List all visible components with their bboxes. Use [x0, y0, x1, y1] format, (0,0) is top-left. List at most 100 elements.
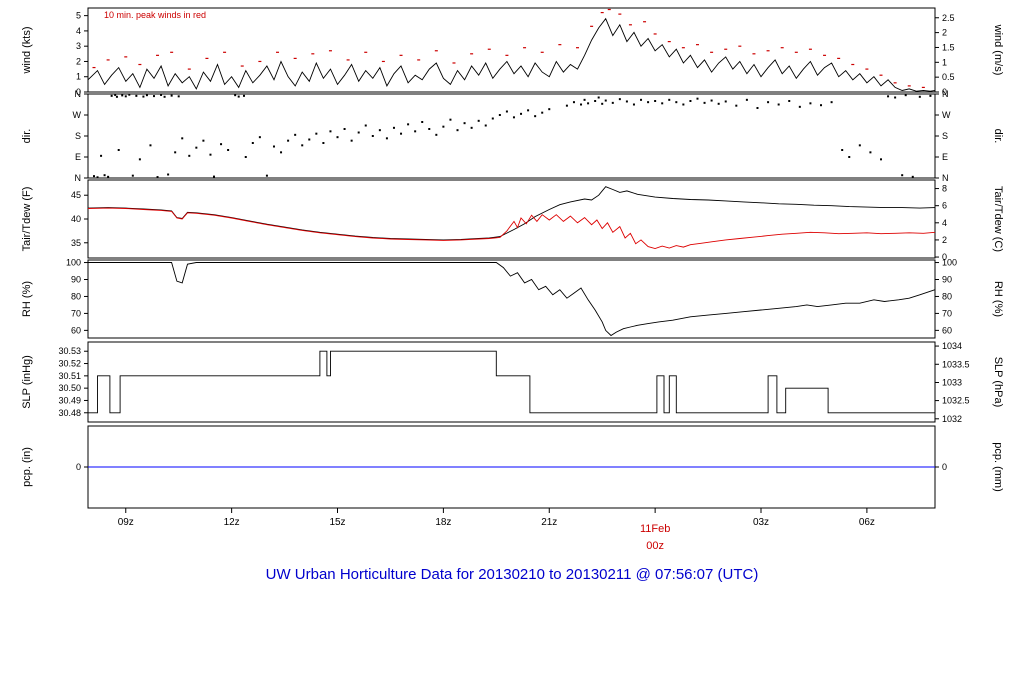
wind-direction-point	[301, 144, 304, 147]
panel-temp: 35 40 45 0 2 4 6 8	[71, 179, 947, 262]
x-tick-label-hour: 00z	[646, 540, 664, 552]
wind-direction-point	[378, 129, 381, 132]
meteogram-plot: 01234500.511.522.5NESWNNESWN354045024686…	[58, 7, 970, 552]
wind-direction-point	[163, 95, 166, 98]
wind-direction-point	[449, 118, 452, 121]
y-tick-label: 0	[942, 462, 947, 472]
wind-direction-point	[911, 175, 914, 178]
y-tick-label: N	[75, 89, 82, 99]
wind-direction-point	[234, 94, 237, 97]
peak-wind-10min-mark	[600, 11, 604, 14]
wind-direction-point	[421, 121, 424, 123]
y-tick-label: W	[942, 110, 951, 120]
peak-wind-10min-mark	[346, 59, 350, 61]
peak-wind-10min-mark	[590, 25, 594, 27]
x-tick-label: 15z	[329, 517, 345, 528]
x-tick-label: 12z	[224, 517, 240, 528]
wind-direction-point	[572, 101, 575, 104]
wind-direction-point	[308, 138, 311, 141]
peak-wind-10min-mark	[766, 50, 770, 52]
y-tick-label: 30.53	[58, 346, 81, 356]
x-tick-label: 06z	[859, 517, 875, 528]
peak-wind-10min-mark	[487, 48, 491, 50]
wind-direction-point	[350, 139, 353, 142]
peak-wind-10min-mark	[710, 51, 714, 53]
wind-direction-point	[848, 156, 851, 158]
peak-wind-10min-mark	[653, 33, 657, 35]
wind-direction-point	[675, 101, 678, 104]
wind-direction-point	[142, 95, 145, 98]
x-tick-label: 18z	[435, 517, 451, 528]
wind-direction-point	[294, 133, 297, 136]
wind-direction-point	[315, 132, 318, 135]
panel-wind: 0 1 2 3 4 5 0 0.5 1 1.5 2 2.5	[76, 7, 955, 97]
y-tick-label: E	[942, 152, 948, 162]
wind-direction-point	[135, 94, 138, 97]
y-tick-label: 1034	[942, 341, 962, 351]
wind-direction-point	[710, 99, 713, 102]
wind-direction-point	[696, 97, 699, 100]
wind-direction-point	[138, 158, 141, 161]
wind-direction-point	[280, 151, 283, 154]
peak-wind-10min-mark	[381, 60, 385, 63]
y-tick-label: 0	[76, 87, 81, 97]
wind-direction-point	[92, 175, 95, 178]
peak-wind-10min-mark	[434, 50, 438, 52]
x-tick-label: 21z	[541, 517, 557, 528]
y-tick-label: 4	[942, 218, 947, 228]
y-tick-label: 100	[66, 258, 81, 268]
peak-wind-10min-mark	[328, 50, 332, 52]
wind-direction-point	[689, 100, 692, 102]
y-tick-label: 0	[942, 252, 947, 262]
peak-wind-10min-mark	[907, 85, 911, 87]
wind-speed-line	[87, 17, 936, 92]
wind-direction-point	[601, 102, 604, 105]
wind-direction-point	[121, 94, 124, 97]
y-tick-label: 35	[71, 238, 81, 248]
wind-direction-point	[767, 101, 770, 104]
y-tick-label: 90	[71, 275, 81, 285]
peak-wind-10min-mark	[240, 65, 244, 67]
peak-wind-10min-mark	[837, 57, 841, 59]
y-tick-label: 2.5	[942, 13, 955, 23]
peak-wind-10min-mark	[124, 56, 128, 58]
wind-direction-point	[548, 108, 551, 111]
chart-title: UW Urban Horticulture Data for 20130210 …	[265, 566, 759, 583]
wind-direction-point	[512, 116, 515, 119]
wind-direction-point	[527, 109, 530, 112]
wind-direction-point	[894, 96, 897, 99]
peak-wind-10min-mark	[364, 51, 368, 53]
y-tick-label: 0	[942, 87, 947, 97]
wind-direction-point	[654, 100, 657, 102]
wind-direction-point	[841, 149, 844, 151]
wind-direction-point	[498, 114, 501, 116]
wind-direction-point	[400, 132, 403, 135]
peak-wind-10min-mark	[808, 48, 812, 50]
wind-direction-point	[371, 135, 374, 137]
wind-direction-point	[385, 137, 388, 140]
wind-direction-point	[456, 129, 459, 132]
wind-direction-point	[703, 101, 706, 104]
wind-direction-point	[632, 103, 635, 106]
wind-direction-point	[237, 95, 240, 98]
peak-wind-10min-mark	[138, 63, 142, 66]
wind-direction-point	[170, 94, 173, 97]
y-tick-label: 30.49	[58, 395, 81, 405]
wind-direction-point	[272, 145, 275, 148]
wind-direction-point	[107, 175, 110, 178]
peak-wind-10min-mark	[106, 59, 110, 61]
wind-direction-point	[611, 101, 614, 104]
wind-direction-point	[156, 176, 159, 179]
wind-direction-point	[251, 142, 254, 144]
peak-wind-10min-mark	[921, 86, 925, 89]
y-tick-label: 40	[71, 214, 81, 224]
wind-direction-point	[167, 173, 170, 176]
wind-direction-point	[117, 149, 120, 151]
peak-wind-10min-mark	[540, 51, 544, 53]
y-tick-label: 2	[942, 28, 947, 38]
peak-wind-10min-mark	[258, 60, 262, 63]
peak-wind-10min-mark	[607, 8, 611, 11]
y-tick-label: S	[75, 131, 81, 141]
peak-wind-10min-mark	[618, 13, 622, 15]
y-tick-label: 3	[76, 41, 81, 51]
